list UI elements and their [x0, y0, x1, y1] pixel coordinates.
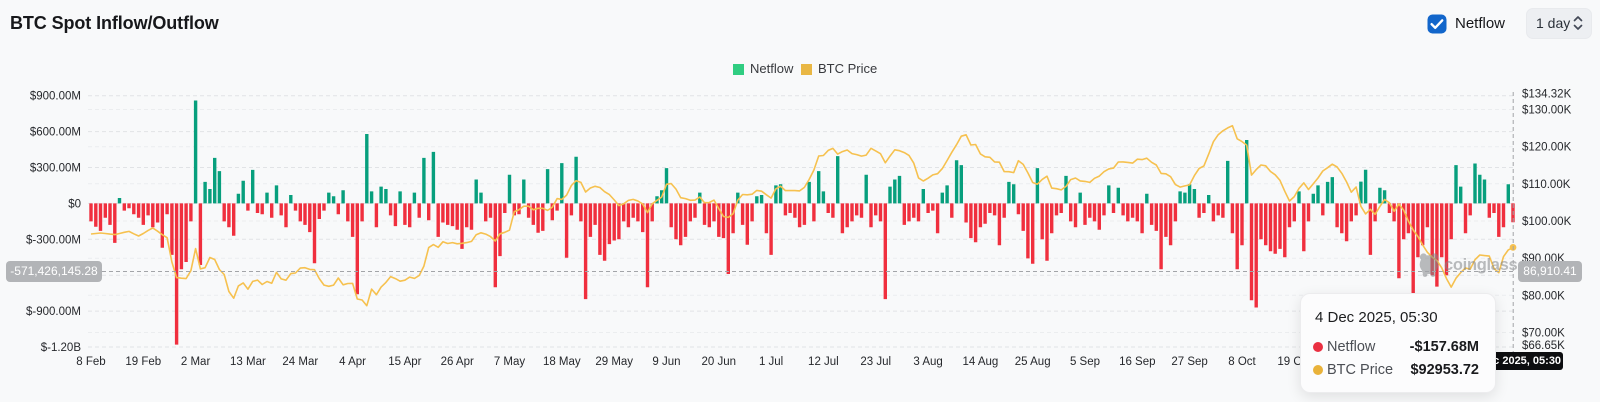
svg-text:13 Mar: 13 Mar	[230, 356, 266, 368]
svg-text:$-900.00M: $-900.00M	[26, 306, 81, 318]
svg-text:9 Jun: 9 Jun	[652, 356, 680, 368]
svg-text:$-300.00M: $-300.00M	[26, 234, 81, 246]
svg-text:$300.00M: $300.00M	[30, 163, 81, 175]
svg-text:$80.00K: $80.00K	[1522, 290, 1565, 302]
svg-text:12 Jul: 12 Jul	[808, 356, 839, 368]
svg-text:$130.00K: $130.00K	[1522, 105, 1572, 117]
svg-text:$66.65K: $66.65K	[1522, 340, 1565, 352]
svg-text:$0: $0	[68, 198, 81, 210]
svg-text:$100.00K: $100.00K	[1522, 216, 1572, 228]
svg-text:8 Feb: 8 Feb	[76, 356, 105, 368]
svg-text:27 Sep: 27 Sep	[1171, 356, 1207, 368]
svg-text:$70.00K: $70.00K	[1522, 328, 1565, 340]
svg-text:29 May: 29 May	[595, 356, 633, 368]
svg-text:1 Jul: 1 Jul	[759, 356, 783, 368]
svg-text:23 Jul: 23 Jul	[860, 356, 891, 368]
svg-text:16 Sep: 16 Sep	[1119, 356, 1155, 368]
svg-text:$134.32K: $134.32K	[1522, 88, 1572, 100]
svg-text:20 Jun: 20 Jun	[702, 356, 737, 368]
svg-text:24 Mar: 24 Mar	[282, 356, 318, 368]
svg-text:5 Sep: 5 Sep	[1070, 356, 1100, 368]
svg-text:$-1.20B: $-1.20B	[41, 342, 82, 354]
svg-text:15 Apr: 15 Apr	[388, 356, 421, 368]
svg-text:$600.00M: $600.00M	[30, 127, 81, 139]
svg-text:19 Feb: 19 Feb	[125, 356, 161, 368]
svg-text:14 Aug: 14 Aug	[962, 356, 998, 368]
svg-text:$110.00K: $110.00K	[1522, 179, 1571, 191]
svg-text:$900.00M: $900.00M	[30, 91, 81, 103]
svg-text:3 Aug: 3 Aug	[913, 356, 942, 368]
svg-text:$120.00K: $120.00K	[1522, 142, 1572, 154]
svg-text:2 Mar: 2 Mar	[181, 356, 211, 368]
svg-text:26 Apr: 26 Apr	[441, 356, 474, 368]
svg-text:25 Aug: 25 Aug	[1015, 356, 1051, 368]
svg-text:7 May: 7 May	[494, 356, 526, 368]
svg-text:4 Apr: 4 Apr	[339, 356, 366, 368]
svg-text:8 Oct: 8 Oct	[1228, 356, 1256, 368]
svg-text:18 May: 18 May	[543, 356, 581, 368]
svg-text:coinglass: coinglass	[1444, 256, 1518, 274]
